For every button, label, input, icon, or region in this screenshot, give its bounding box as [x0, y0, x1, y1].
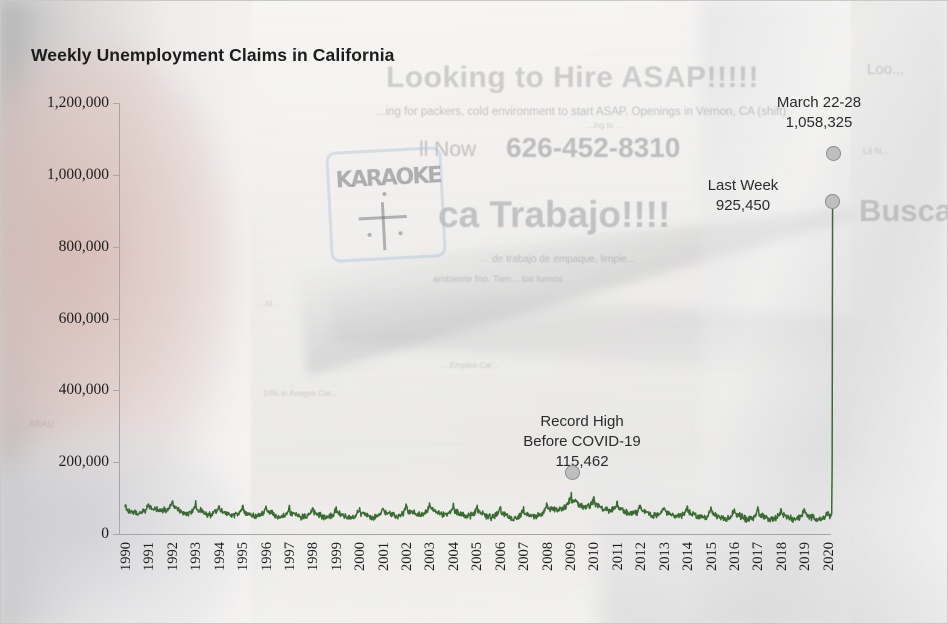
- annotation-last-week-value: 925,450: [715, 196, 771, 214]
- annotation-march-22-28: March 22-28 1,058,325: [719, 93, 919, 133]
- poster-call-now-text: ll Now: [419, 138, 477, 161]
- chart-title: Weekly Unemployment Claims in California: [31, 45, 395, 66]
- x-axis-tick-label: 2005: [469, 542, 486, 571]
- annotation-record-high: Record High Before COVID-19 115,462: [477, 412, 687, 471]
- poster-spanish-line-2: ambiente frio. Tien... los turnos: [433, 274, 563, 285]
- chart-title-bold-word: Weekly: [31, 45, 92, 65]
- annotation-march-value: 1,058,325: [785, 113, 853, 131]
- y-axis-tick: [113, 174, 119, 176]
- poster-right-small: Lil hi...: [863, 146, 890, 156]
- y-axis-tick-label: 600,000: [58, 309, 109, 327]
- x-axis-tick-label: 2018: [773, 542, 790, 571]
- y-axis-tick-label: 400,000: [58, 381, 109, 399]
- x-axis-tick-label: 1990: [118, 542, 134, 571]
- x-axis-labels: 1990 1991 1992 1993 1994 1995 1996 1997 1998 1999…: [118, 534, 837, 594]
- y-axis-tick: [113, 390, 119, 392]
- x-axis-tick-label: 2015: [703, 542, 720, 571]
- x-axis-tick-label: 1992: [164, 542, 181, 571]
- poster-tiny-text-3: ...id ...: [259, 299, 281, 308]
- y-axis-tick: [113, 246, 119, 248]
- y-axis-tick: [113, 534, 119, 535]
- data-point-marker-march: [825, 146, 841, 162]
- x-axis-tick-label: 2001: [375, 542, 392, 571]
- x-axis-tick-label: 1998: [305, 542, 322, 571]
- x-axis-tick-label: 2010: [586, 542, 603, 571]
- poster-tiny-text-5: ARAU: [29, 419, 55, 429]
- poster-phone-text: 626-452-8310: [506, 132, 681, 163]
- poster-looking-right: Loo...: [867, 61, 905, 78]
- y-axis-tick-label: 1,200,000: [47, 94, 109, 111]
- x-axis-tick-label: 1999: [328, 542, 345, 571]
- x-axis-tick-label: 1995: [235, 542, 252, 571]
- x-axis-tick-label: 2000: [352, 542, 369, 571]
- poster-trabajo-text: ca Trabajo!!!!: [438, 194, 671, 235]
- poster-busca-text: Busca: [859, 193, 947, 228]
- x-axis-tick-label: 2008: [539, 542, 556, 571]
- x-axis-tick-label: 2009: [563, 542, 579, 571]
- y-axis-tick-label: 0: [101, 525, 109, 542]
- x-axis-tick-label: 2004: [445, 542, 462, 571]
- y-axis-tick: [113, 462, 119, 464]
- poster-tiny-text-2: ... Empleo Car...: [441, 361, 499, 370]
- poster-tiny-text-4: 10% in Amigos Car...: [263, 389, 338, 398]
- poster-spanish-line-1: ... de trabajo de empaque, limpie...: [481, 254, 635, 265]
- y-axis-tick-label: 800,000: [58, 237, 109, 255]
- annotation-march-label: March 22-28: [776, 94, 862, 111]
- x-axis-tick-label: 2016: [726, 542, 743, 571]
- x-axis-tick-label: 1996: [258, 542, 275, 571]
- data-point-marker-record-high: [564, 465, 580, 481]
- y-axis-tick: [113, 318, 119, 320]
- poster-tiny-text-1: ...ing to ...: [587, 121, 623, 130]
- x-axis-tick-label: 2002: [399, 542, 416, 571]
- x-axis-tick-label: 2020: [820, 542, 837, 571]
- data-point-marker-last-week: [825, 194, 841, 210]
- x-axis-tick-label: 2006: [492, 542, 509, 571]
- background-bottom-right-blur: [601, 461, 947, 623]
- x-axis-tick-label: 2017: [750, 542, 767, 571]
- x-axis-tick-label: 1991: [141, 542, 158, 571]
- annotation-last-week-label: Last Week: [707, 177, 779, 194]
- poster-headline-text: Looking to Hire ASAP!!!!!: [386, 61, 760, 94]
- x-axis-tick-label: 2014: [680, 542, 697, 571]
- x-axis-tick-label: 2012: [633, 542, 650, 571]
- x-axis-tick-label: 2007: [516, 542, 533, 571]
- chart-title-rest: Unemployment Claims in California: [91, 45, 395, 65]
- y-axis-tick: [113, 103, 119, 104]
- poster-subline-text: ...ing for packers, cold environment to …: [376, 106, 787, 118]
- series-path: [124, 201, 834, 523]
- annotation-record-high-value: 115,462: [555, 452, 609, 470]
- annotation-last-week: Last Week 925,450: [673, 176, 813, 216]
- annotation-record-high-label-2: Before COVID-19: [523, 432, 641, 450]
- x-axis-tick-label: 1997: [281, 542, 298, 571]
- x-axis-tick-label: 2013: [656, 542, 673, 571]
- y-axis-tick-label: 1,000,000: [47, 165, 109, 183]
- series-line-chart: [124, 201, 834, 523]
- annotation-record-high-label-1: Record High: [540, 413, 624, 430]
- x-axis-tick-label: 1994: [211, 542, 228, 571]
- x-axis-line: [119, 534, 831, 535]
- x-axis-tick-label: 2003: [422, 542, 439, 571]
- plot-area: 1,200,000 1,000,000 800,000 600,000 400,000 2…: [47, 94, 837, 571]
- y-axis-tick-label: 200,000: [58, 453, 109, 471]
- y-axis-line: [119, 103, 120, 534]
- x-axis-tick-label: 2019: [797, 542, 814, 571]
- x-axis-tick-label: 1993: [188, 542, 205, 571]
- x-axis-tick-label: 2011: [609, 542, 626, 571]
